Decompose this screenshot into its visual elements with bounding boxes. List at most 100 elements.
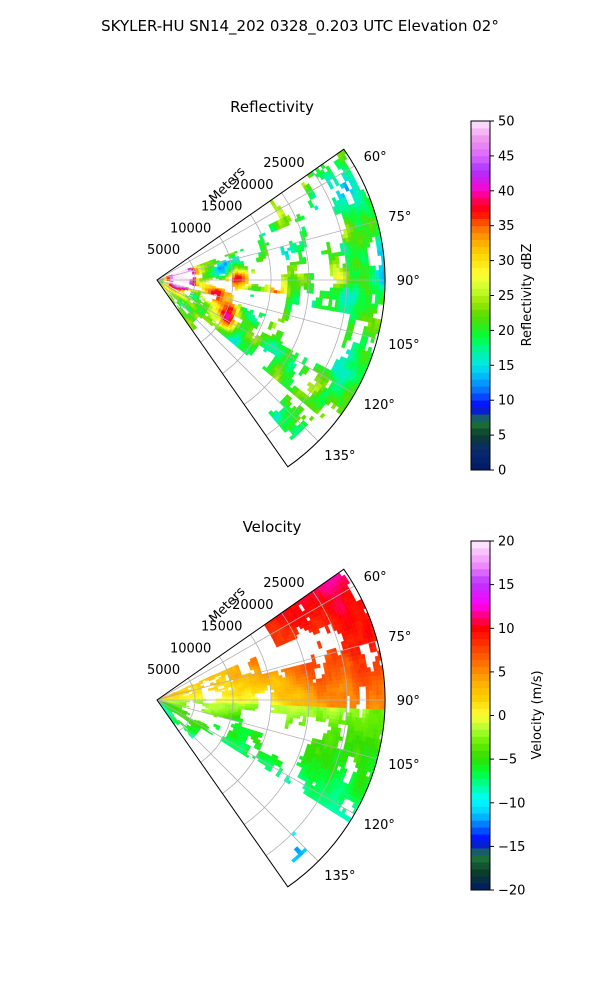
range-tick-label: 25000 xyxy=(263,576,304,591)
colorbar-segment xyxy=(471,155,490,164)
azimuth-spoke xyxy=(156,585,355,701)
reflectivity-colorbar-label: Reflectivity dBZ xyxy=(520,244,535,347)
colorbar-segment xyxy=(471,729,490,737)
colorbar-segment xyxy=(471,638,490,647)
colorbar-segment xyxy=(471,541,490,549)
azimuth-spoke xyxy=(156,699,355,815)
azimuth-tick-label: 75° xyxy=(388,210,411,225)
colorbar-segment xyxy=(471,218,490,227)
colorbar-segment xyxy=(471,715,490,723)
colorbar-segment xyxy=(471,799,490,807)
colorbar-segment xyxy=(471,575,490,584)
colorbar-segment xyxy=(471,750,490,758)
colorbar-segment xyxy=(471,400,490,408)
colorbar-segment xyxy=(471,792,490,800)
colorbar-tick-label: −15 xyxy=(498,840,525,855)
range-tick-label: 20000 xyxy=(232,598,273,613)
colorbar-segment xyxy=(471,302,490,310)
colorbar-segment xyxy=(471,379,490,387)
colorbar-tick-label: 10 xyxy=(498,622,515,637)
azimuth-tick-label: 135° xyxy=(324,869,355,884)
colorbar-segment xyxy=(471,449,490,457)
reflectivity-title: Reflectivity xyxy=(230,98,314,116)
colorbar-segment xyxy=(471,736,490,744)
polar-axes-frame xyxy=(156,148,386,468)
colorbar-tick-label: 15 xyxy=(498,578,515,593)
colorbar-segment xyxy=(471,288,490,296)
colorbar-segment xyxy=(471,204,490,213)
colorbar-segment xyxy=(471,330,490,338)
azimuth-tick-label: 60° xyxy=(364,150,387,165)
azimuth-spoke xyxy=(156,279,319,442)
colorbar-segment xyxy=(471,554,490,563)
range-tick-label: 25000 xyxy=(263,156,304,171)
colorbar-segment xyxy=(471,876,490,884)
range-ring xyxy=(243,612,310,825)
azimuth-tick-label: 120° xyxy=(364,398,395,413)
colorbar-segment xyxy=(471,407,490,415)
colorbar-tick-label: 30 xyxy=(498,254,515,269)
colorbar-tick-label: 5 xyxy=(498,429,506,444)
colorbar-segment xyxy=(471,421,490,429)
azimuth-tick-label: 90° xyxy=(397,694,420,709)
colorbar-tick-label: 5 xyxy=(498,665,506,680)
azimuth-tick-label: 135° xyxy=(324,449,355,464)
azimuth-spoke xyxy=(156,220,378,281)
colorbar-segment xyxy=(471,743,490,751)
colorbar-segment xyxy=(471,561,490,570)
colorbar-segment xyxy=(471,680,490,688)
azimuth-tick-label: 105° xyxy=(388,758,419,773)
colorbar-segment xyxy=(471,162,490,171)
colorbar-segment xyxy=(471,267,490,275)
polar-axes-frame xyxy=(156,568,386,888)
colorbar-segment xyxy=(471,568,490,577)
colorbar-segment xyxy=(471,337,490,345)
range-tick-label: 5000 xyxy=(147,663,180,678)
colorbar-segment xyxy=(471,358,490,366)
range-ring xyxy=(200,656,234,763)
colorbar-segment xyxy=(471,351,490,359)
colorbar-segment xyxy=(471,148,490,157)
azimuth-tick-label: 120° xyxy=(364,818,395,833)
colorbar-segment xyxy=(471,428,490,436)
colorbar-segment xyxy=(471,323,490,331)
colorbar-segment xyxy=(471,232,490,241)
range-tick-label: 5000 xyxy=(147,243,180,258)
colorbar-segment xyxy=(471,435,490,443)
range-ring xyxy=(265,170,348,436)
colorbar-segment xyxy=(471,764,490,772)
colorbar-segment xyxy=(471,631,490,640)
colorbar-segment xyxy=(471,176,490,185)
colorbar-segment xyxy=(471,645,490,654)
azimuth-spoke xyxy=(156,699,378,760)
velocity-polar-plot: 5000 10000 15000 20000 25000 60° 75° 90° 105° 120… xyxy=(147,568,420,888)
colorbar-segment xyxy=(471,589,490,598)
colorbar-segment xyxy=(471,121,490,129)
range-tick-label: 10000 xyxy=(170,641,211,656)
colorbar-tick-label: 35 xyxy=(498,219,515,234)
colorbar-segment xyxy=(471,666,490,675)
figure-title: SKYLER-HU SN14_202 0328_0.203 UTC Elevat… xyxy=(101,17,499,36)
colorbar-segment xyxy=(471,134,490,143)
colorbar-segment xyxy=(471,701,490,709)
colorbar-segment xyxy=(471,197,490,206)
azimuth-spoke xyxy=(156,279,378,340)
colorbar-segment xyxy=(471,841,490,849)
colorbar-tick-label: 20 xyxy=(498,324,515,339)
colorbar-segment xyxy=(471,652,490,661)
colorbar-segment xyxy=(471,169,490,178)
colorbar-segment xyxy=(471,414,490,422)
colorbar-tick-label: −20 xyxy=(498,884,525,899)
colorbar-segment xyxy=(471,785,490,793)
colorbar-segment xyxy=(471,813,490,821)
colorbar-segment xyxy=(471,694,490,702)
colorbar-tick-label: 20 xyxy=(498,535,515,550)
colorbar-segment xyxy=(471,596,490,605)
range-tick-label: 20000 xyxy=(232,178,273,193)
range-tick-label: 15000 xyxy=(201,620,242,635)
colorbar-segment xyxy=(471,344,490,352)
colorbar-segment xyxy=(471,246,490,255)
colorbar-segment xyxy=(471,372,490,380)
colorbar-segment xyxy=(471,806,490,814)
